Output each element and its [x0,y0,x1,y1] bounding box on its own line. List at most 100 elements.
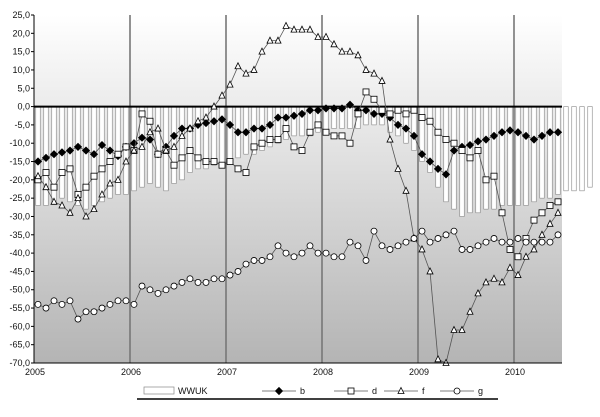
y-tick-label: -45,0 [9,266,30,276]
point-b [369,109,379,119]
point-d [66,165,74,173]
y-tick-label: -5,0 [14,120,30,130]
point-d [402,110,410,118]
point-f [370,69,378,77]
point-g [218,275,226,283]
point-b [433,164,443,173]
y-tick-label: 5,0 [17,83,30,93]
wwuk-bar [531,106,537,203]
y-tick-label: 25,0 [12,10,30,20]
point-f [354,50,362,59]
point-f [530,245,538,253]
point-g [82,308,90,316]
point-f [154,124,162,132]
y-tick-label: 0,0 [17,102,30,112]
point-f [66,208,74,216]
legend: WWUK b d f g [137,386,498,400]
legend-item-f: f [384,386,425,396]
point-d [346,139,354,147]
point-d [354,110,362,118]
point-d [338,132,346,140]
point-g [298,249,306,257]
point-d [450,139,458,147]
y-tick-label: 10,0 [12,65,30,75]
wwuk-bar [35,106,41,206]
point-b [465,140,475,150]
point-d [146,117,154,125]
point-g [74,315,82,323]
legend-marker [347,387,355,395]
point-d [362,88,370,96]
point-d [274,136,282,143]
series-lines [33,21,563,366]
point-b [553,128,563,137]
point-f [258,47,266,55]
x-axis: 2005 2006 2007 2008 2009 2010 [25,362,562,377]
point-b [337,104,347,113]
wwuk-bar [451,106,457,210]
point-d [122,143,130,151]
point-g [330,253,338,261]
y-tick-label: -65,0 [9,340,30,350]
point-d [290,143,298,151]
point-f [330,39,338,48]
point-d [498,209,506,217]
point-d [210,158,218,165]
point-d [282,125,290,132]
wwuk-bar [587,106,593,188]
point-b [313,106,323,115]
point-f [490,274,498,282]
y-tick-label: 15,0 [12,47,30,57]
point-f [290,25,298,33]
series-d [34,88,562,261]
point-f [242,69,250,77]
point-b [257,124,267,133]
point-f [202,113,210,121]
point-d [482,176,490,184]
point-f [394,164,402,172]
y-tick-label: -20,0 [9,175,30,185]
point-g [66,297,74,305]
point-b [33,157,43,166]
point-g [122,297,130,305]
wwuk-bar [211,106,217,166]
point-b [169,131,179,140]
point-g [114,297,122,305]
legend-marker [397,386,405,394]
wwuk-bar [291,106,297,137]
point-f [250,65,258,73]
legend-label: f [422,386,425,396]
wwuk-bar [515,106,521,206]
y-tick-label: -25,0 [9,193,30,203]
point-d [98,165,106,173]
point-d [474,147,482,154]
y-tick-label: -70,0 [9,358,30,368]
point-d [442,136,450,143]
wwuk-bar [283,106,289,140]
wwuk-bar [475,106,481,214]
point-b [217,115,227,124]
point-d [410,106,418,114]
point-g [442,231,450,239]
point-f [74,193,82,202]
point-g [354,242,362,250]
point-f [426,267,434,275]
point-f [42,182,50,191]
wwuk-bar [459,106,465,217]
wwuk-bar [507,106,513,206]
point-g [226,271,234,279]
point-b [241,128,251,137]
point-d [506,246,514,253]
x-year-label: 2009 [409,367,429,377]
point-b [545,128,555,137]
point-d [194,154,202,162]
year-gridlines [129,15,515,363]
point-f [522,252,530,260]
point-f [514,270,522,278]
point-g [362,257,370,264]
point-d [370,95,378,103]
wwuk-bar [491,106,497,210]
point-f [162,146,170,154]
x-year-label: 2010 [505,367,525,377]
